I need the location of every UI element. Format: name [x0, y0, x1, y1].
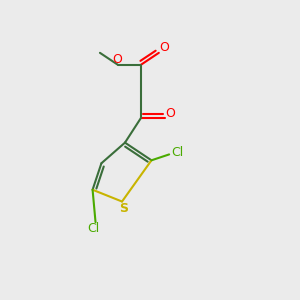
- Text: O: O: [113, 53, 122, 66]
- Text: Cl: Cl: [171, 146, 184, 159]
- Text: O: O: [159, 41, 169, 54]
- Text: Cl: Cl: [87, 222, 99, 235]
- Text: O: O: [166, 107, 176, 120]
- Text: S: S: [119, 202, 128, 214]
